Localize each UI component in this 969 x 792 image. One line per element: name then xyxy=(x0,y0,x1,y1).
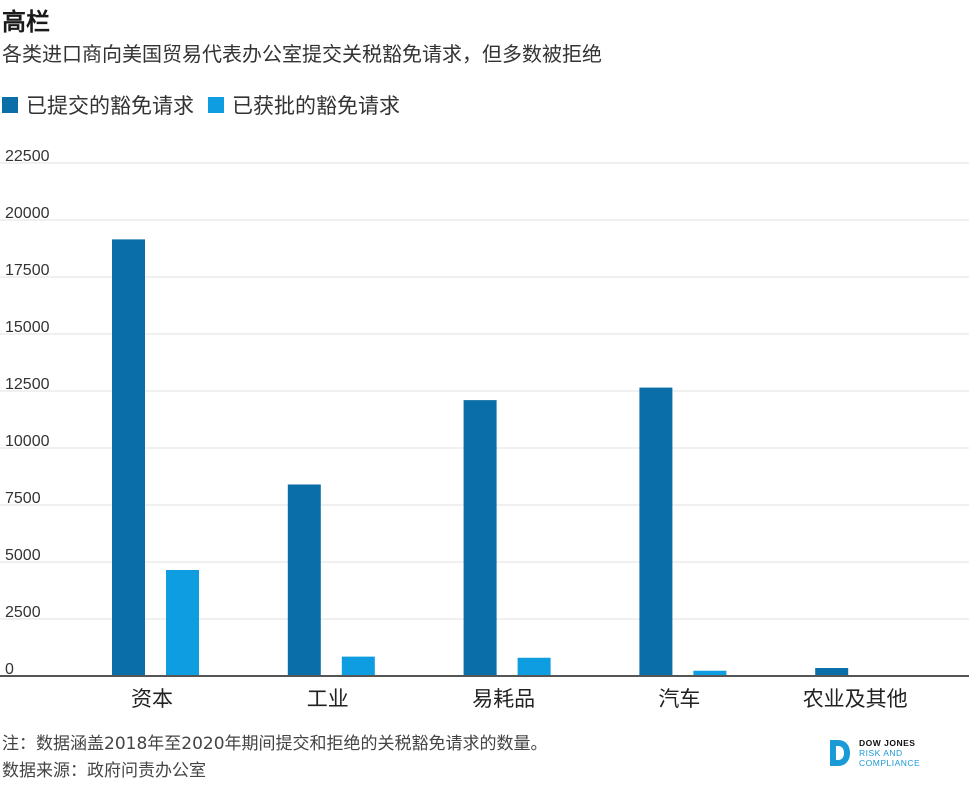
y-tick-label: 12500 xyxy=(5,376,50,393)
logo-line3: COMPLIANCE xyxy=(859,758,921,768)
x-tick-label: 汽车 xyxy=(658,687,700,711)
bar-submitted xyxy=(287,484,321,676)
bar-submitted xyxy=(639,387,673,676)
bar-submitted xyxy=(463,400,497,676)
y-tick-label: 17500 xyxy=(5,262,50,279)
bar-approved xyxy=(693,670,727,676)
footnote-source: 数据来源：政府问责办公室 xyxy=(2,761,206,781)
bar-chart: 0 2500 5000 7500 10000 12500 15000 17500 20000 22… xyxy=(0,148,969,711)
legend-swatch-submitted xyxy=(2,97,18,113)
logo-line1: DOW JONES xyxy=(859,738,916,748)
footnote-note: 注：数据涵盖2018年至2020年期间提交和拒绝的关税豁免请求的数量。 xyxy=(2,734,548,754)
x-tick-label: 农业及其他 xyxy=(803,687,908,711)
y-tick-label: 22500 xyxy=(5,148,50,165)
logo-line2: RISK AND xyxy=(859,748,903,758)
legend-label-submitted: 已提交的豁免请求 xyxy=(26,94,194,118)
bar-approved xyxy=(166,569,199,676)
y-tick-label: 20000 xyxy=(5,205,50,222)
y-tick-label: 5000 xyxy=(5,547,41,564)
dow-jones-d-icon xyxy=(830,740,850,766)
bar-approved xyxy=(341,656,375,676)
dow-jones-logo: DOW JONES RISK AND COMPLIANCE xyxy=(829,738,920,768)
bar-submitted xyxy=(112,239,145,676)
footnote: 注：数据涵盖2018年至2020年期间提交和拒绝的关税豁免请求的数量。 数据来源… xyxy=(2,731,548,785)
y-tick-label: 0 xyxy=(5,661,14,678)
bar-approved xyxy=(517,657,551,676)
y-tick-label: 10000 xyxy=(5,433,50,450)
y-tick-label: 15000 xyxy=(5,319,50,336)
legend-item-submitted: 已提交的豁免请求 xyxy=(2,90,194,120)
y-tick-label: 7500 xyxy=(5,490,41,507)
legend: 已提交的豁免请求 已获批的豁免请求 xyxy=(2,90,414,120)
chart-title: 高栏 xyxy=(2,8,50,36)
x-tick-label: 工业 xyxy=(307,687,349,711)
chart-subtitle: 各类进口商向美国贸易代表办公室提交关税豁免请求，但多数被拒绝 xyxy=(2,42,602,66)
legend-item-approved: 已获批的豁免请求 xyxy=(208,90,400,120)
x-tick-label: 易耗品 xyxy=(472,687,535,711)
y-tick-label: 2500 xyxy=(5,604,41,621)
bar-submitted xyxy=(815,668,849,676)
legend-swatch-approved xyxy=(208,97,224,113)
x-tick-label: 资本 xyxy=(131,687,173,711)
legend-label-approved: 已获批的豁免请求 xyxy=(232,94,400,118)
